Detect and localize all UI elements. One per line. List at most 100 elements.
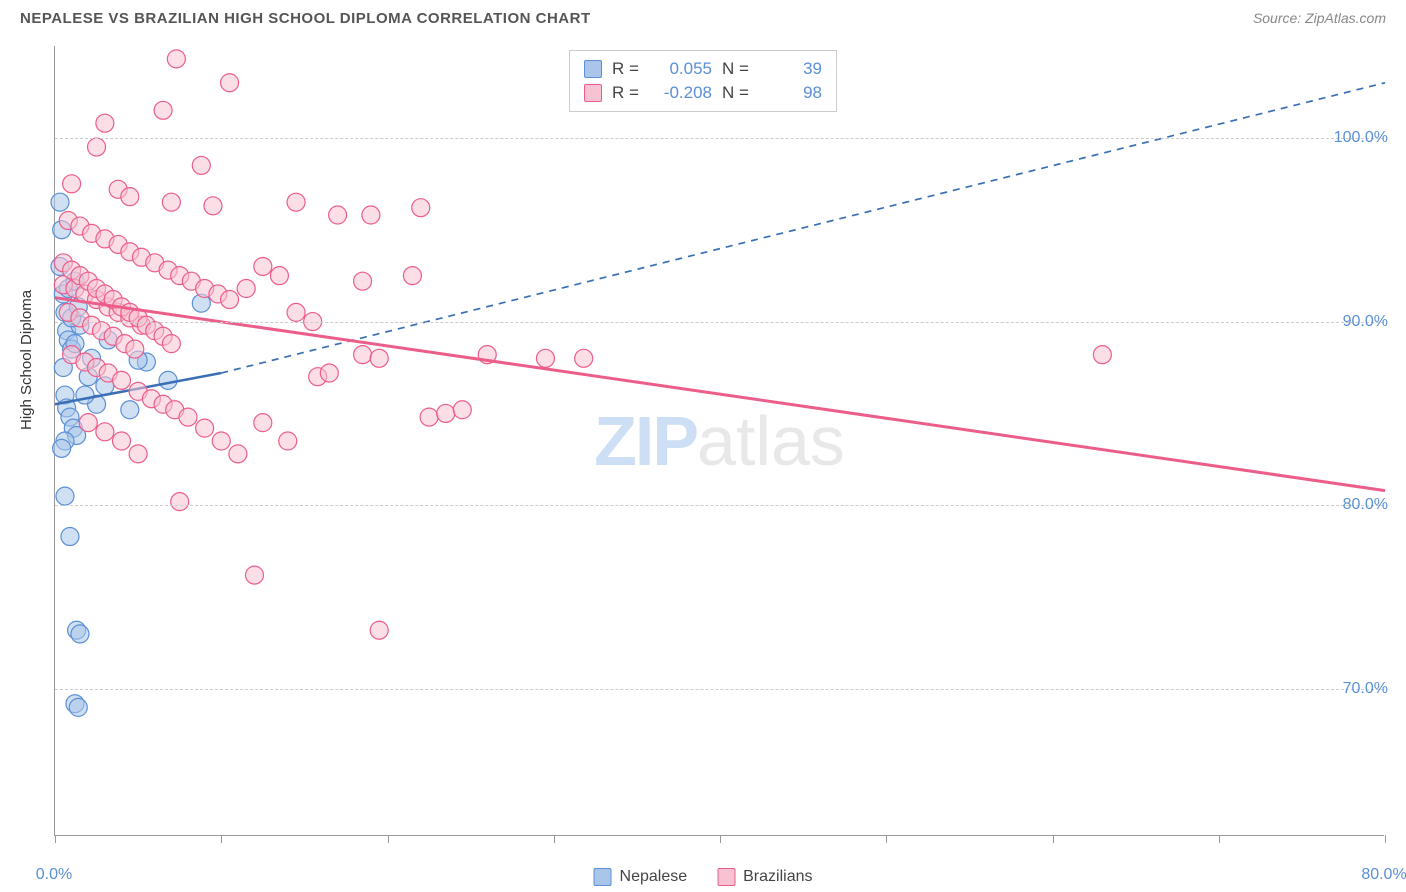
data-point-brazilians [192, 156, 210, 174]
data-point-nepalese [53, 439, 71, 457]
data-point-brazilians [121, 188, 139, 206]
data-point-brazilians [254, 257, 272, 275]
plot-area: ZIPatlas [54, 46, 1384, 836]
y-tick-label: 100.0% [1334, 129, 1388, 147]
grid-line [55, 689, 1384, 690]
x-tick [1219, 835, 1220, 843]
data-point-nepalese [71, 625, 89, 643]
x-tick-label: 0.0% [36, 866, 72, 884]
data-point-brazilians [320, 364, 338, 382]
data-point-brazilians [287, 193, 305, 211]
data-point-brazilians [171, 493, 189, 511]
data-point-brazilians [126, 340, 144, 358]
y-tick-label: 80.0% [1343, 496, 1388, 514]
legend-n-label: N = [722, 59, 752, 79]
data-point-brazilians [204, 197, 222, 215]
legend-swatch [594, 868, 612, 886]
data-point-nepalese [56, 487, 74, 505]
x-tick [388, 835, 389, 843]
legend-correlation: R = 0.055 N = 39 R = -0.208 N = 98 [569, 50, 837, 112]
data-point-brazilians [212, 432, 230, 450]
grid-line [55, 322, 1384, 323]
x-tick [886, 835, 887, 843]
chart-source: Source: ZipAtlas.com [1253, 10, 1386, 26]
data-point-brazilians [79, 414, 97, 432]
data-point-brazilians [362, 206, 380, 224]
legend-label: Nepalese [620, 868, 688, 886]
x-tick-label: 80.0% [1361, 866, 1406, 884]
legend-n-label: N = [722, 83, 752, 103]
x-tick [55, 835, 56, 843]
trend-line-brazilians [55, 298, 1385, 491]
data-point-brazilians [63, 175, 81, 193]
legend-r-value: 0.055 [652, 59, 712, 79]
x-tick [221, 835, 222, 843]
data-point-brazilians [287, 303, 305, 321]
data-point-brazilians [88, 138, 106, 156]
data-point-nepalese [159, 371, 177, 389]
legend-item-brazilians: Brazilians [717, 868, 812, 886]
data-point-brazilians [113, 432, 131, 450]
grid-line [55, 505, 1384, 506]
data-point-brazilians [179, 408, 197, 426]
legend-swatch [717, 868, 735, 886]
legend-swatch [584, 60, 602, 78]
data-point-brazilians [370, 349, 388, 367]
data-point-brazilians [221, 291, 239, 309]
data-point-brazilians [167, 50, 185, 68]
legend-swatch [584, 84, 602, 102]
legend-item-nepalese: Nepalese [594, 868, 688, 886]
data-point-brazilians [154, 101, 172, 119]
x-tick [1385, 835, 1386, 843]
x-tick [554, 835, 555, 843]
data-point-brazilians [237, 280, 255, 298]
plot-svg [55, 46, 1384, 835]
data-point-brazilians [420, 408, 438, 426]
legend-n-value: 98 [762, 83, 822, 103]
chart-title: NEPALESE VS BRAZILIAN HIGH SCHOOL DIPLOM… [20, 10, 591, 27]
data-point-brazilians [279, 432, 297, 450]
data-point-brazilians [229, 445, 247, 463]
legend-r-label: R = [612, 83, 642, 103]
data-point-brazilians [354, 272, 372, 290]
data-point-brazilians [96, 423, 114, 441]
data-point-nepalese [61, 528, 79, 546]
data-point-brazilians [437, 404, 455, 422]
data-point-brazilians [254, 414, 272, 432]
data-point-brazilians [113, 371, 131, 389]
y-tick-label: 70.0% [1343, 680, 1388, 698]
data-point-nepalese [76, 386, 94, 404]
data-point-brazilians [354, 346, 372, 364]
data-point-brazilians [196, 419, 214, 437]
data-point-brazilians [129, 445, 147, 463]
data-point-brazilians [1093, 346, 1111, 364]
legend-series: Nepalese Brazilians [594, 868, 813, 886]
data-point-brazilians [221, 74, 239, 92]
data-point-brazilians [162, 335, 180, 353]
legend-row-brazilians: R = -0.208 N = 98 [584, 81, 822, 105]
legend-label: Brazilians [743, 868, 812, 886]
legend-r-value: -0.208 [652, 83, 712, 103]
data-point-brazilians [96, 114, 114, 132]
legend-row-nepalese: R = 0.055 N = 39 [584, 57, 822, 81]
data-point-nepalese [121, 401, 139, 419]
data-point-brazilians [453, 401, 471, 419]
y-tick-label: 90.0% [1343, 313, 1388, 331]
data-point-brazilians [403, 267, 421, 285]
data-point-brazilians [536, 349, 554, 367]
chart-container: NEPALESE VS BRAZILIAN HIGH SCHOOL DIPLOM… [0, 0, 1406, 892]
data-point-brazilians [246, 566, 264, 584]
y-axis-label: High School Diploma [18, 290, 35, 430]
grid-line [55, 138, 1384, 139]
trend-extrap-nepalese [221, 83, 1385, 373]
data-point-nepalese [69, 698, 87, 716]
data-point-brazilians [329, 206, 347, 224]
legend-n-value: 39 [762, 59, 822, 79]
data-point-brazilians [412, 199, 430, 217]
x-tick [720, 835, 721, 843]
data-point-brazilians [270, 267, 288, 285]
legend-r-label: R = [612, 59, 642, 79]
x-tick [1053, 835, 1054, 843]
data-point-brazilians [370, 621, 388, 639]
data-point-nepalese [51, 193, 69, 211]
